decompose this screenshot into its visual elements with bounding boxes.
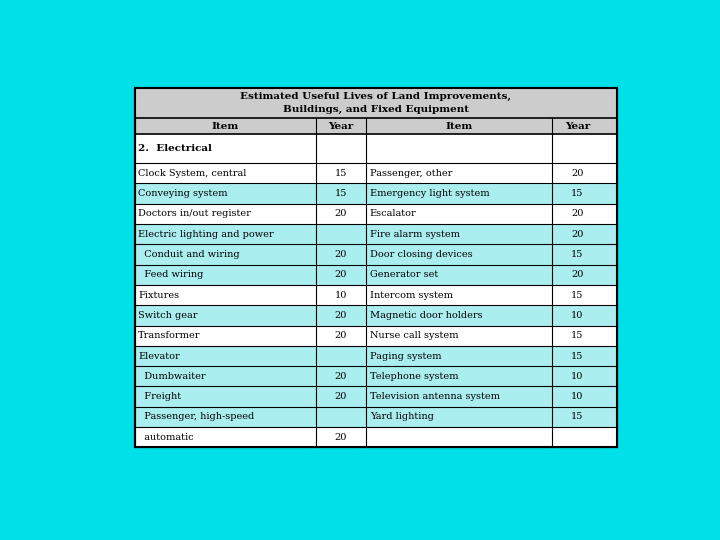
Text: Emergency light system: Emergency light system (369, 189, 490, 198)
Text: Year: Year (565, 122, 590, 131)
Text: 20: 20 (335, 210, 347, 218)
Text: Clock System, central: Clock System, central (138, 169, 246, 178)
Text: Dumbwaiter: Dumbwaiter (138, 372, 206, 381)
Text: 10: 10 (335, 291, 347, 300)
Text: Paging system: Paging system (369, 352, 441, 361)
Bar (135, 346, 617, 366)
Bar (135, 224, 617, 245)
Text: Conduit and wiring: Conduit and wiring (138, 250, 240, 259)
Text: 15: 15 (571, 189, 584, 198)
Bar (135, 204, 617, 224)
Text: 15: 15 (571, 413, 584, 421)
Text: Generator set: Generator set (369, 271, 438, 279)
Text: Doctors in/out register: Doctors in/out register (138, 210, 251, 218)
Bar (135, 427, 617, 447)
Text: 20: 20 (571, 271, 584, 279)
Text: 10: 10 (571, 372, 584, 381)
Bar (135, 326, 617, 346)
Text: 20: 20 (335, 250, 347, 259)
Bar (135, 134, 617, 163)
Bar (135, 245, 617, 265)
Text: 15: 15 (571, 291, 584, 300)
Bar (135, 118, 617, 134)
Text: Television antenna system: Television antenna system (369, 392, 500, 401)
Text: Telephone system: Telephone system (369, 372, 458, 381)
Text: 15: 15 (335, 189, 347, 198)
Text: Intercom system: Intercom system (369, 291, 453, 300)
Text: 2.  Electrical: 2. Electrical (138, 144, 212, 153)
Text: Fixtures: Fixtures (138, 291, 179, 300)
Bar (135, 163, 617, 184)
Bar (135, 87, 617, 447)
Bar (135, 305, 617, 326)
Text: 20: 20 (335, 331, 347, 340)
Text: Escalator: Escalator (369, 210, 416, 218)
Text: Fire alarm system: Fire alarm system (369, 230, 459, 239)
Text: Magnetic door holders: Magnetic door holders (369, 311, 482, 320)
Text: Item: Item (212, 122, 239, 131)
Text: Elevator: Elevator (138, 352, 180, 361)
Text: Estimated Useful Lives of Land Improvements,
Buildings, and Fixed Equipment: Estimated Useful Lives of Land Improveme… (240, 92, 511, 114)
Text: 15: 15 (571, 331, 584, 340)
Bar (135, 87, 617, 447)
Text: Feed wiring: Feed wiring (138, 271, 203, 279)
Text: 20: 20 (335, 372, 347, 381)
Bar (135, 87, 617, 118)
Text: 10: 10 (571, 311, 584, 320)
Text: 20: 20 (335, 392, 347, 401)
Bar (135, 387, 617, 407)
Text: 15: 15 (335, 169, 347, 178)
Bar (135, 184, 617, 204)
Text: 20: 20 (571, 169, 584, 178)
Text: Switch gear: Switch gear (138, 311, 197, 320)
Text: automatic: automatic (138, 433, 194, 442)
Text: 20: 20 (335, 311, 347, 320)
Text: Year: Year (328, 122, 354, 131)
Text: 10: 10 (571, 392, 584, 401)
Text: Item: Item (446, 122, 473, 131)
Text: Electric lighting and power: Electric lighting and power (138, 230, 274, 239)
Text: Nurse call system: Nurse call system (369, 331, 458, 340)
Bar (135, 265, 617, 285)
Text: 15: 15 (571, 352, 584, 361)
Bar (135, 285, 617, 305)
Bar (135, 407, 617, 427)
Text: 20: 20 (335, 433, 347, 442)
Text: 15: 15 (571, 250, 584, 259)
Text: Yard lighting: Yard lighting (369, 413, 433, 421)
Bar (135, 366, 617, 387)
Text: Conveying system: Conveying system (138, 189, 228, 198)
Text: Passenger, high-speed: Passenger, high-speed (138, 413, 254, 421)
Text: Door closing devices: Door closing devices (369, 250, 472, 259)
Text: Passenger, other: Passenger, other (369, 169, 452, 178)
Text: Transformer: Transformer (138, 331, 200, 340)
Text: 20: 20 (571, 210, 584, 218)
Text: 20: 20 (571, 230, 584, 239)
Text: Freight: Freight (138, 392, 181, 401)
Text: 20: 20 (335, 271, 347, 279)
